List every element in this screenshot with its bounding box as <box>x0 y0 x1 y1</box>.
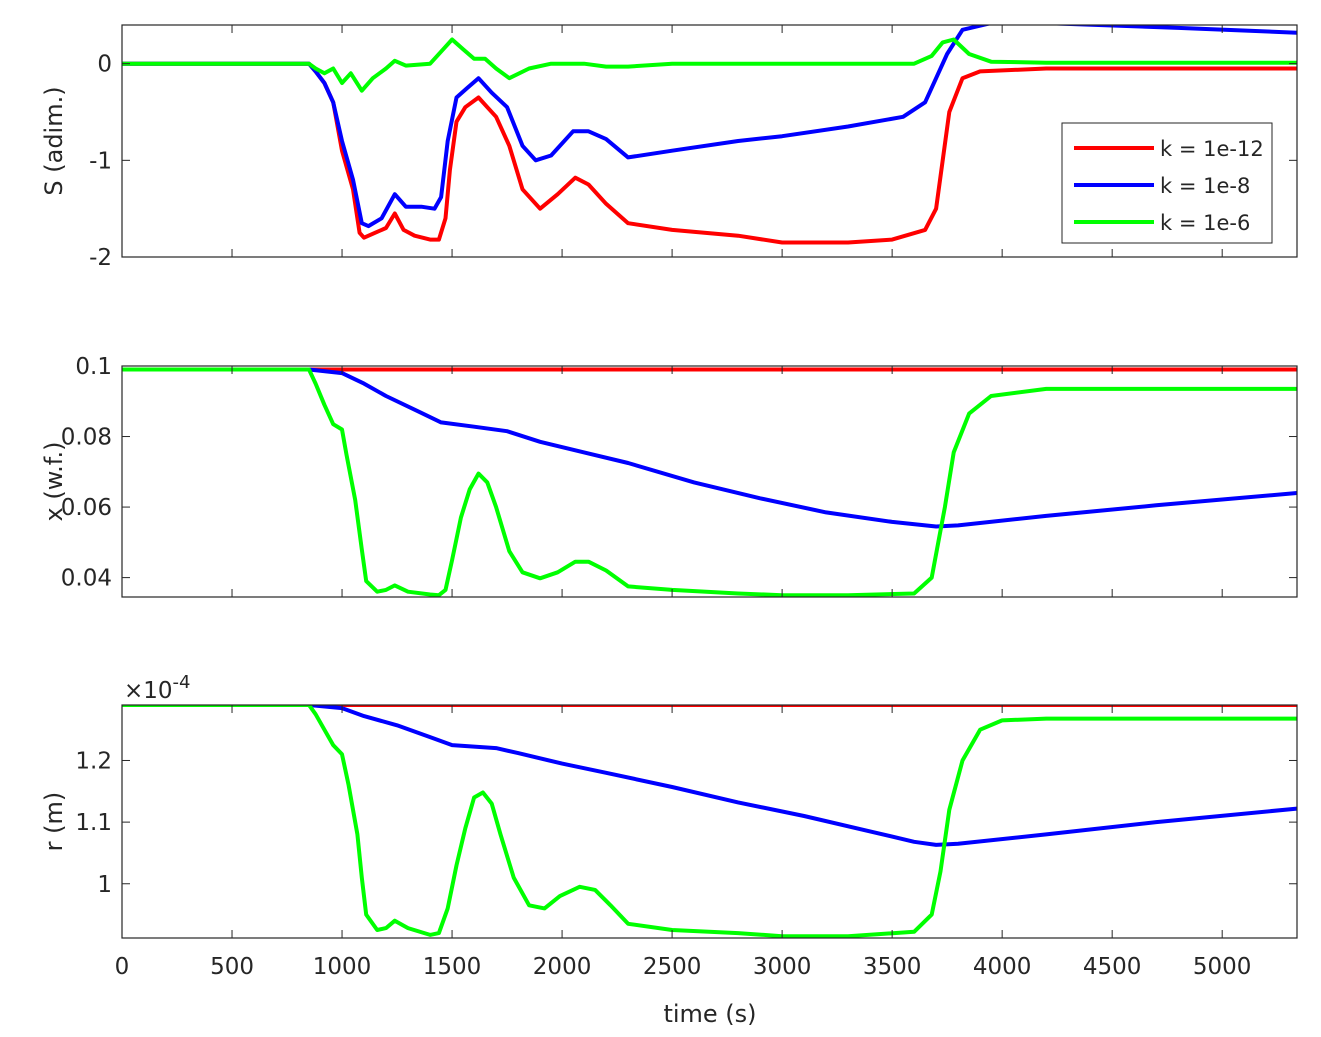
y-tick-label: 0.06 <box>61 495 112 521</box>
y-tick-label: -1 <box>89 148 112 174</box>
x-tick-label: 1000 <box>313 954 372 980</box>
x-tick-label: 4000 <box>973 954 1032 980</box>
y-exponent-power: -4 <box>173 672 191 693</box>
series-line-k-1e-12 <box>122 61 1297 245</box>
y-tick-label: -2 <box>89 245 112 271</box>
x-tick-label: 2000 <box>533 954 592 980</box>
panels-layer: -2 -1 0 S (adim.) 0.04 0.06 0.08 0.1 x (w.f.) 0 50… <box>40 24 1298 980</box>
x-tick-label: 3000 <box>753 954 812 980</box>
x-tick-label: 3500 <box>863 954 922 980</box>
series-group <box>122 367 1297 597</box>
y-tick-label: 0.04 <box>61 566 112 592</box>
axes-panel-3: 0 500 1000 1500 2000 2500 3000 3500 4000 4500 5000… <box>40 672 1298 980</box>
series-line-k-1e-8 <box>122 705 1297 847</box>
legend: k = 1e-12 k = 1e-8 k = 1e-6 <box>1061 122 1273 244</box>
axes-frame <box>121 704 1298 939</box>
series-line-k-1e-6 <box>122 705 1297 938</box>
axes-panel-2: 0.04 0.06 0.08 0.1 x (w.f.) <box>40 354 1298 598</box>
y-tick-label: 1 <box>97 872 112 898</box>
axes-frame <box>121 24 1298 258</box>
legend-label-k-1e-12: k = 1e-12 <box>1160 137 1264 161</box>
series-group <box>122 25 1297 245</box>
y-tick-label: 0.1 <box>75 354 112 380</box>
y-exponent-label: ×10-4 <box>124 672 191 704</box>
axes-frame <box>121 365 1298 598</box>
series-line-k-1e-8 <box>122 25 1297 229</box>
y-axis-label: r (m) <box>40 792 68 852</box>
series-line-k-1e-8 <box>122 367 1297 529</box>
x-tick-label: 1500 <box>423 954 482 980</box>
y-axis-label: x (w.f.) <box>40 442 68 522</box>
axes-panel-1: -2 -1 0 S (adim.) <box>40 24 1298 271</box>
x-axis-label: time (s) <box>663 1000 756 1028</box>
y-tick-label: 1.1 <box>75 810 112 836</box>
legend-label-k-1e-8: k = 1e-8 <box>1160 174 1250 198</box>
series-line-k-1e-6 <box>122 367 1297 597</box>
x-tick-label: 2500 <box>643 954 702 980</box>
y-tick-label: 1.2 <box>75 748 112 774</box>
x-tick-label: 5000 <box>1193 954 1252 980</box>
legend-label-k-1e-6: k = 1e-6 <box>1160 211 1250 235</box>
x-tick-label: 500 <box>210 954 254 980</box>
y-axis-label: S (adim.) <box>40 86 68 195</box>
x-tick-label: 4500 <box>1083 954 1142 980</box>
series-group <box>122 705 1297 938</box>
x-tick-label: 0 <box>115 954 130 980</box>
y-tick-label: 0.08 <box>61 425 112 451</box>
y-tick-label: 0 <box>97 52 112 78</box>
series-line-k-1e-6 <box>122 37 1297 93</box>
